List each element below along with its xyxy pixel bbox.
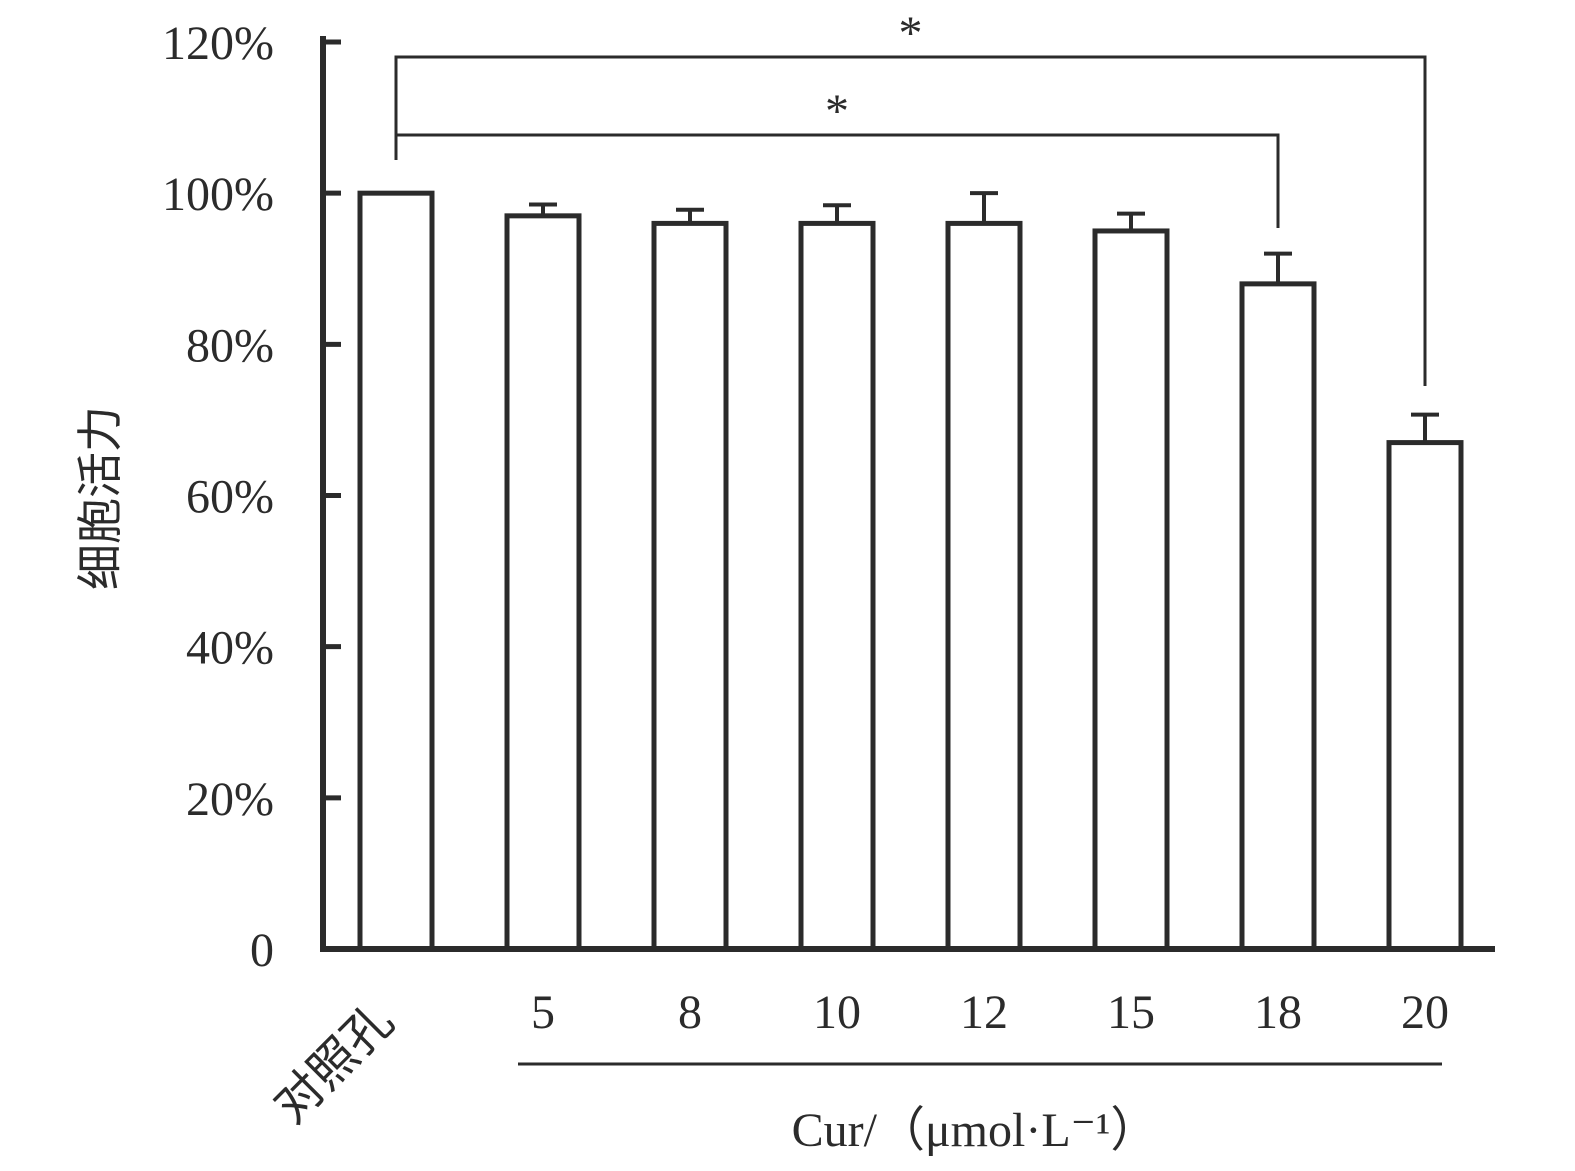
x-category-label: 对照孔 — [264, 994, 403, 1133]
bar — [504, 213, 582, 952]
significance-bracket — [394, 55, 1427, 386]
y-tick-label: 120% — [162, 17, 274, 70]
bar — [1092, 228, 1170, 952]
significance-star: * — [825, 85, 849, 138]
x-category-label: 10 — [813, 986, 861, 1039]
y-tick-label: 20% — [186, 773, 274, 826]
y-axis-title: 细胞活力 — [73, 406, 127, 590]
y-tick-label: 60% — [186, 471, 274, 524]
significance-brackets: ** — [394, 7, 1427, 386]
bar — [357, 190, 435, 952]
x-category-label: 8 — [678, 986, 702, 1039]
y-axis-ticks: 0 20% 40% 60% 80% 100% 120% — [162, 17, 341, 977]
group-axis-title: Cur/（μmol·L⁻¹） — [792, 1104, 1159, 1157]
x-category-label: 15 — [1107, 986, 1155, 1039]
axes — [320, 36, 1495, 952]
x-category-label: 18 — [1254, 986, 1302, 1039]
significance-star: * — [899, 7, 923, 60]
bar — [945, 220, 1023, 952]
x-category-label: 5 — [531, 986, 555, 1039]
bars — [357, 190, 1464, 952]
y-tick-label: 0 — [250, 924, 274, 977]
x-category-label: 12 — [960, 986, 1008, 1039]
bar — [1386, 440, 1464, 952]
bar — [798, 220, 876, 952]
x-category-label: 20 — [1401, 986, 1449, 1039]
y-tick-label: 100% — [162, 168, 274, 221]
y-tick-label: 40% — [186, 622, 274, 675]
bar — [651, 220, 729, 952]
bar — [1239, 281, 1317, 952]
y-tick-label: 80% — [186, 319, 274, 372]
